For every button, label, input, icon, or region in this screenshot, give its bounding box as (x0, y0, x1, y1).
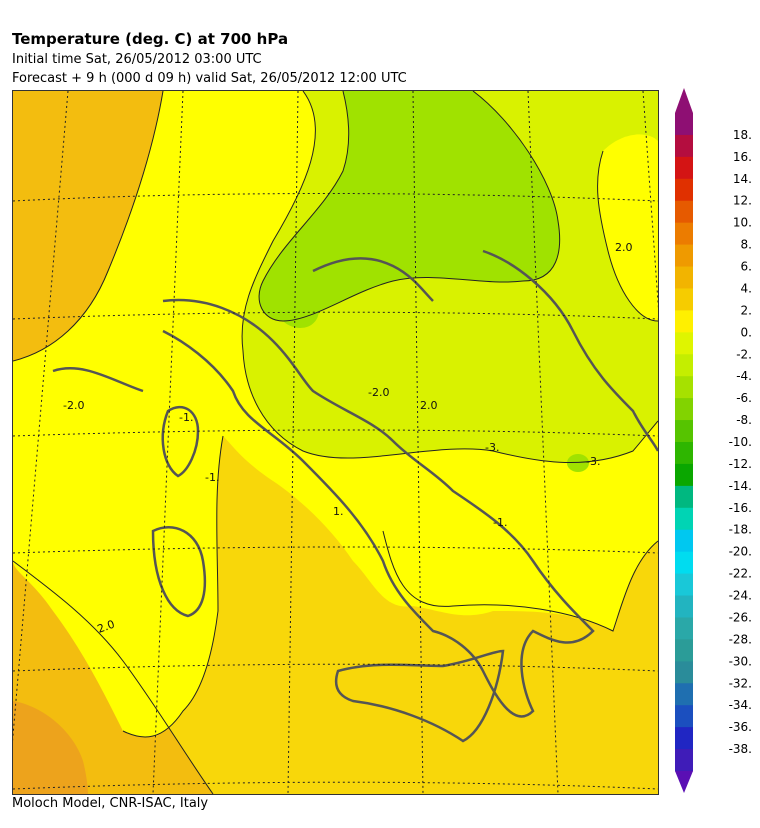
colorbar-swatch (675, 266, 693, 289)
colorbar-tick-label: -22. (729, 567, 752, 581)
colorbar-svg: 18. 16. 14. 12. 10. 8. 6. 4. 2. 0. -2. -4. -6. -8. -10… (675, 88, 752, 793)
contour-label: 2.0 (96, 618, 117, 636)
colorbar-tick-label: -18. (729, 523, 752, 537)
graticule (13, 91, 658, 794)
colorbar-tick-label: -26. (729, 610, 752, 624)
colorbar-swatch (675, 398, 693, 421)
colorbar-swatch (675, 749, 693, 772)
colorbar-swatch (675, 507, 693, 531)
footer-credit: Moloch Model, CNR-ISAC, Italy (12, 796, 209, 811)
colorbar-tick-label: -28. (729, 632, 752, 646)
colorbar: 18. 16. 14. 12. 10. 8. 6. 4. 2. 0. -2. -4. -6. -8. -10… (672, 88, 760, 796)
cold-patch-west (283, 294, 319, 328)
forecast-time: Forecast + 9 h (000 d 09 h) valid Sat, 2… (12, 71, 407, 86)
map-svg: 2.0 -2.0 2.0 -2.0 -3. -3. -1. -1. 1. -1.… (13, 91, 658, 794)
contour-line (597, 150, 658, 322)
colorbar-swatch (675, 113, 693, 136)
colorbar-swatch (675, 134, 693, 158)
colorbar-tick-label: 2. (741, 303, 752, 317)
colorbar-swatch (675, 332, 693, 355)
contour-line (241, 91, 658, 463)
colorbar-swatch (675, 573, 693, 597)
colorbar-swatch (675, 551, 693, 575)
colorbar-tick-label: -38. (729, 742, 752, 756)
colorbar-tick-label: 4. (741, 281, 752, 295)
colorbar-tick-label: 10. (733, 216, 752, 230)
colorbar-swatch (675, 683, 693, 706)
colorbar-tick-label: 8. (741, 238, 752, 252)
contour-line (122, 435, 224, 738)
colorbar-tick-label: -14. (729, 479, 752, 493)
colorbar-swatch (675, 485, 693, 509)
colorbar-swatch (675, 595, 693, 618)
cold-patch-east (567, 454, 589, 472)
colorbar-tick-label: -4. (736, 369, 752, 383)
colorbar-swatch (675, 529, 693, 553)
mild-region-east (597, 134, 658, 321)
colorbar-swatch (675, 727, 693, 750)
colorbar-swatch (675, 661, 693, 684)
contour-label: 2.0 (420, 399, 438, 412)
contour-label: -3. (586, 455, 600, 468)
chart-title: Temperature (deg. C) at 700 hPa (12, 30, 289, 48)
colorbar-swatch (675, 244, 693, 268)
colorbar-tick-label: 14. (733, 172, 752, 186)
colorbar-tick-label: -34. (729, 698, 752, 712)
colorbar-tick-label: -16. (729, 501, 752, 515)
contour-line (13, 91, 164, 362)
colorbar-swatch (675, 420, 693, 443)
hot-region-corner (13, 701, 88, 794)
colorbar-tick-label: 18. (733, 128, 752, 142)
warm-region-northwest (13, 91, 163, 361)
mild-region-center (13, 91, 658, 737)
colorbar-tick-label: 6. (741, 260, 752, 274)
colorbar-tick-label: -36. (729, 720, 752, 734)
colorbar-tick-label: -8. (736, 413, 752, 427)
contour-label: -1. (179, 411, 193, 424)
contour-label: -1. (493, 516, 507, 529)
contour-labels: 2.0 -2.0 2.0 -2.0 -3. -3. -1. -1. 1. -1.… (63, 241, 633, 636)
colorbar-tick-label: -10. (729, 435, 752, 449)
contour-line (382, 530, 658, 632)
colorbar-tick-label: -24. (729, 589, 752, 603)
initial-time: Initial time Sat, 26/05/2012 03:00 UTC (12, 52, 262, 67)
contour-line (13, 560, 214, 794)
colorbar-tick-label: 16. (733, 150, 752, 164)
colorbar-swatch (675, 222, 693, 246)
contour-label: -1. (205, 471, 219, 484)
contour-label: 1. (333, 505, 344, 518)
temperature-map: 2.0 -2.0 2.0 -2.0 -3. -3. -1. -1. 1. -1.… (12, 90, 659, 795)
coastlines (52, 249, 658, 743)
colorbar-swatch (675, 376, 693, 399)
colorbar-swatch (675, 288, 693, 311)
colorbar-swatch (675, 354, 693, 377)
colorbar-swatch (675, 310, 693, 333)
colorbar-tick-label: -6. (736, 391, 752, 405)
colorbar-tick-label: -30. (729, 654, 752, 668)
colorbar-swatch (675, 156, 693, 180)
colorbar-tick-label: -2. (736, 347, 752, 361)
contour-label: 2.0 (615, 241, 633, 254)
colorbar-tick-label: 0. (741, 325, 752, 339)
colorbar-tick-label: -32. (729, 676, 752, 690)
colorbar-arrow-top (675, 88, 693, 113)
colorbar-swatch (675, 463, 693, 487)
contour-label: -2.0 (368, 386, 389, 399)
colorbar-swatch (675, 639, 693, 662)
colorbar-arrow-bottom (675, 771, 693, 793)
colorbar-tick-label: 12. (733, 194, 752, 208)
colorbar-tick-label: -20. (729, 545, 752, 559)
contour-label: -2.0 (63, 399, 84, 412)
colorbar-swatch (675, 178, 693, 202)
contour-label: -3. (485, 441, 499, 454)
colorbar-swatch (675, 617, 693, 640)
colorbar-swatch (675, 200, 693, 224)
colorbar-swatch (675, 442, 693, 465)
colorbar-tick-label: -12. (729, 457, 752, 471)
colorbar-swatch (675, 705, 693, 728)
